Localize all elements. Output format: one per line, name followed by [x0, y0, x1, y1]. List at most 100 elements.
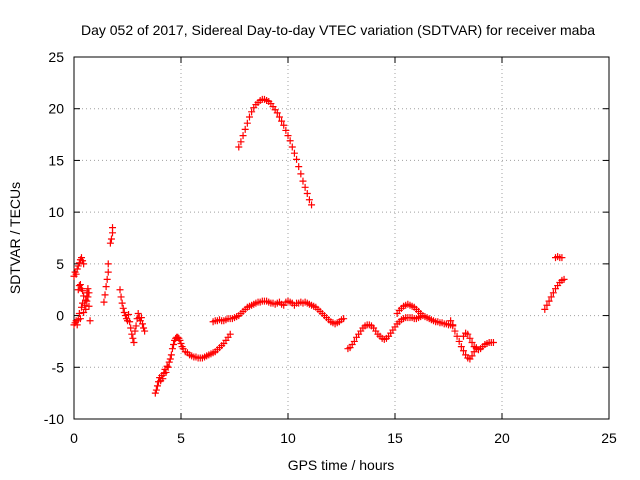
data-point: [117, 293, 125, 301]
data-point: [76, 315, 84, 323]
data-point: [177, 339, 185, 347]
data-point: [100, 298, 108, 306]
data-point: [241, 125, 249, 133]
data-point: [288, 143, 296, 151]
y-axis-label: SDTVAR / TECUs: [7, 182, 23, 294]
data-point: [447, 317, 455, 325]
x-tick-label: 20: [494, 430, 510, 446]
data-point: [164, 363, 172, 371]
data-point: [340, 315, 348, 323]
data-point: [130, 338, 138, 346]
data-point: [140, 324, 148, 332]
data-point: [275, 113, 283, 121]
data-point: [74, 286, 82, 294]
data-point: [73, 265, 81, 273]
data-point: [449, 322, 457, 330]
series-seg-b: [70, 254, 88, 280]
data-point: [297, 170, 305, 178]
data-point: [129, 334, 137, 342]
data-point: [459, 347, 467, 355]
data-point: [137, 314, 145, 322]
data-point: [131, 327, 139, 335]
data-point: [75, 310, 83, 318]
data-point: [79, 287, 87, 295]
data-point: [151, 389, 159, 397]
y-tick-label: 20: [48, 101, 64, 117]
data-point: [162, 368, 170, 376]
data-point: [77, 254, 85, 262]
data-point: [239, 132, 247, 140]
data-point: [248, 108, 256, 116]
data-point: [489, 338, 497, 346]
data-point: [468, 338, 476, 346]
y-tick-label: 10: [48, 204, 64, 220]
y-tick-label: 0: [56, 308, 64, 324]
data-point: [76, 281, 84, 289]
data-point: [284, 132, 292, 140]
series-seg-h: [235, 95, 316, 209]
data-point: [468, 352, 476, 360]
series-seg-a: [70, 293, 94, 329]
data-point: [72, 270, 80, 278]
data-point: [299, 177, 307, 185]
data-point: [273, 109, 281, 117]
x-tick-label: 10: [280, 430, 296, 446]
data-point: [278, 117, 286, 125]
data-point: [226, 330, 234, 338]
data-point: [120, 308, 128, 316]
data-point: [103, 275, 111, 283]
series-seg-i: [344, 313, 425, 353]
data-point: [119, 304, 127, 312]
data-point: [163, 362, 171, 370]
data-point: [543, 301, 551, 309]
data-point: [305, 196, 313, 204]
data-point: [80, 260, 88, 268]
data-point: [85, 302, 93, 310]
data-point: [101, 291, 109, 299]
series-seg-k: [447, 317, 480, 363]
y-tick-label: 5: [56, 256, 64, 272]
data-point: [79, 257, 87, 265]
data-point: [81, 301, 89, 309]
data-point: [560, 275, 568, 283]
x-tick-label: 5: [177, 430, 185, 446]
data-point: [132, 322, 140, 330]
x-axis-label: GPS time / hours: [288, 457, 395, 473]
data-point: [166, 355, 174, 363]
data-point: [455, 337, 463, 345]
data-point: [350, 337, 358, 345]
data-point: [165, 358, 173, 366]
series-seg-f: [151, 330, 234, 397]
data-point: [453, 332, 461, 340]
series-seg-d: [100, 224, 117, 306]
data-point: [237, 138, 245, 146]
data-point: [83, 297, 91, 305]
data-point: [141, 327, 149, 335]
series-seg-c: [74, 281, 93, 304]
data-point: [280, 121, 288, 129]
data-point: [457, 343, 465, 351]
data-point: [466, 334, 474, 342]
data-point: [84, 285, 92, 293]
data-point: [138, 320, 146, 328]
data-point: [86, 317, 94, 325]
data-points: [70, 95, 568, 397]
series-seg-m: [541, 253, 568, 313]
data-point: [303, 190, 311, 198]
data-point: [107, 235, 115, 243]
data-point: [82, 305, 90, 313]
data-point: [82, 296, 90, 304]
x-tick-label: 0: [70, 430, 78, 446]
data-point: [125, 311, 133, 319]
data-point: [286, 137, 294, 145]
data-point: [295, 163, 303, 171]
data-point: [102, 283, 110, 291]
data-point: [152, 386, 160, 394]
data-point: [159, 375, 167, 383]
data-point: [73, 321, 81, 329]
data-point: [235, 143, 243, 151]
data-point: [153, 382, 161, 390]
y-tick-label: 25: [48, 49, 64, 65]
grid-lines: [74, 57, 609, 419]
